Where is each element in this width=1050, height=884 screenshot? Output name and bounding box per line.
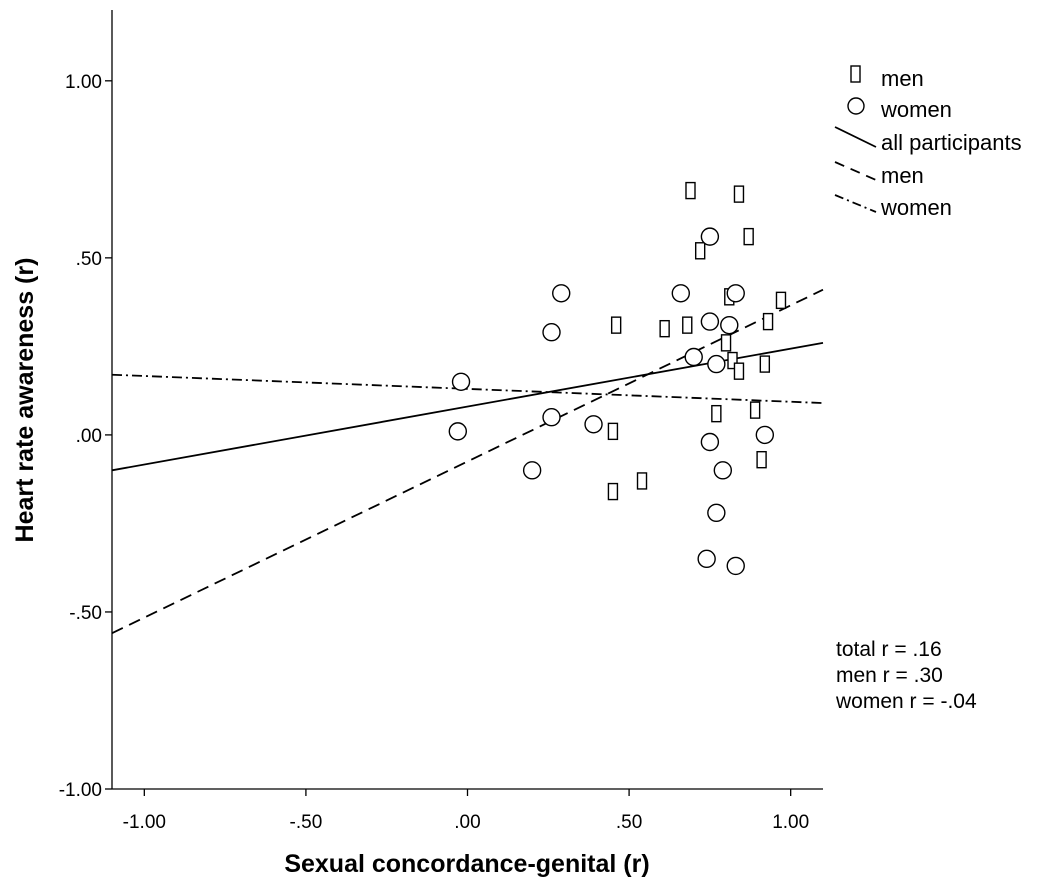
legend-label-women-fit: women — [880, 195, 952, 220]
point-men — [636, 472, 648, 490]
point-men — [685, 181, 696, 200]
point-women — [522, 461, 542, 480]
x-tick-label: .50 — [616, 812, 642, 833]
legend: men women all participants men women — [834, 65, 1022, 220]
point-women — [552, 284, 571, 303]
x-axis-title: Sexual concordance-genital (r) — [284, 850, 649, 878]
point-men — [607, 482, 619, 501]
annotation-men-r: men r = .30 — [836, 664, 943, 687]
point-women — [707, 503, 726, 523]
point-women — [448, 422, 468, 441]
point-women — [713, 461, 733, 480]
x-tick-label: .00 — [454, 812, 480, 833]
legend-label-all-participants: all participants — [881, 130, 1022, 155]
y-axis-title: Heart rate awareness (r) — [11, 258, 39, 543]
point-men — [733, 185, 745, 203]
fit-lines — [111, 288, 824, 635]
point-women — [542, 323, 561, 342]
fit-line-men — [111, 288, 824, 635]
point-men — [762, 312, 774, 331]
point-men — [733, 362, 745, 380]
point-men — [711, 404, 722, 423]
fit-line-all-participants — [111, 341, 824, 472]
point-women — [700, 227, 720, 246]
point-men — [743, 227, 754, 246]
data-points — [448, 181, 787, 576]
y-tick-label: -.50 — [69, 603, 102, 624]
point-women — [542, 408, 561, 427]
legend-label-men: men — [881, 66, 924, 91]
legend-label-men-fit: men — [881, 163, 924, 188]
point-men — [756, 450, 767, 469]
y-tick-label: 1.00 — [65, 72, 102, 93]
x-tick-label: -1.00 — [123, 812, 166, 833]
point-women — [684, 347, 703, 367]
point-women — [671, 284, 690, 303]
y-tick-label: .50 — [76, 249, 102, 270]
y-axis-ticks: -1.00 -.50 .00 .50 1.00 — [59, 72, 112, 801]
point-men — [682, 316, 693, 334]
point-women — [726, 556, 745, 576]
point-women — [755, 425, 775, 445]
point-men — [610, 316, 622, 334]
x-tick-label: 1.00 — [772, 812, 809, 833]
point-men — [694, 242, 706, 260]
x-tick-label: -.50 — [290, 812, 323, 833]
point-women — [584, 415, 603, 434]
point-women — [707, 354, 726, 374]
legend-line-all-participants — [834, 126, 877, 148]
legend-line-women — [834, 194, 877, 213]
point-women — [700, 432, 720, 452]
x-axis-ticks: -1.00 -.50 .00 .50 1.00 — [123, 789, 809, 833]
correlation-annotations: total r = .16 men r = .30 women r = -.04 — [835, 638, 977, 713]
point-women — [700, 312, 720, 331]
legend-line-men — [834, 161, 877, 181]
point-men — [775, 291, 787, 310]
point-men — [720, 334, 732, 352]
y-tick-label: .00 — [76, 426, 102, 447]
legend-marker-women — [847, 97, 865, 115]
fit-line-women — [111, 373, 824, 404]
point-men — [727, 351, 738, 370]
legend-label-women: women — [880, 97, 952, 122]
point-men — [607, 422, 619, 441]
annotation-women-r: women r = -.04 — [835, 690, 977, 713]
legend-marker-men — [850, 65, 861, 83]
annotation-total-r: total r = .16 — [836, 638, 942, 661]
point-women — [726, 284, 745, 303]
point-women — [697, 549, 716, 569]
point-women — [451, 372, 471, 391]
point-women — [720, 315, 739, 335]
point-men — [749, 401, 761, 419]
point-men — [659, 319, 670, 338]
point-men — [759, 355, 771, 373]
y-tick-label: -1.00 — [59, 780, 102, 801]
